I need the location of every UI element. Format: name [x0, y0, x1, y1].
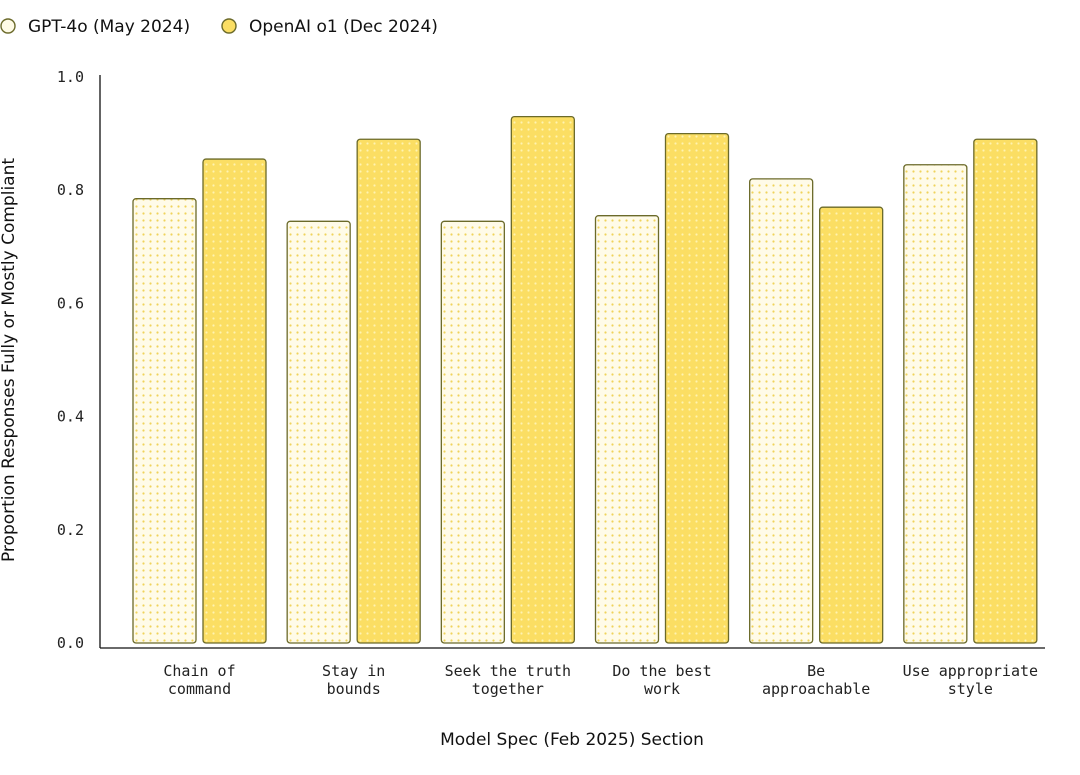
x-tick-label: Seek the truth together — [445, 662, 571, 698]
y-tick-label: 0.4 — [57, 408, 84, 426]
x-axis: Chain of command Stay in bounds Seek the tru… — [100, 647, 1045, 698]
bars — [132, 115, 1038, 644]
bar-gpt4o — [749, 178, 814, 644]
bar-gpt4o — [594, 215, 660, 644]
y-tick-label: 1.0 — [57, 68, 84, 86]
bar-gpt4o — [286, 220, 351, 644]
legend-swatch-0 — [0, 18, 16, 34]
bar-o1 — [356, 138, 421, 644]
bar-o1 — [664, 132, 730, 644]
x-tick-label: Be approachable — [762, 662, 870, 698]
legend-label-0: GPT-4o (May 2024) — [28, 17, 190, 37]
y-tick-label: 0.2 — [57, 521, 84, 539]
legend-swatch-1 — [221, 18, 237, 34]
x-tick-label: Do the best work — [612, 662, 711, 698]
y-axis: 0.0 0.2 0.4 0.6 0.8 1.0 — [57, 68, 101, 652]
y-tick-label: 0.0 — [57, 634, 84, 652]
x-tick-label: Chain of command — [163, 662, 235, 698]
y-tick-label: 0.8 — [57, 181, 84, 199]
legend-label-1: OpenAI o1 (Dec 2024) — [249, 17, 438, 37]
bar-gpt4o — [440, 220, 505, 644]
bar-o1 — [510, 115, 575, 644]
bar-gpt4o — [132, 198, 197, 644]
bar-o1 — [202, 158, 267, 644]
x-tick-label: Use appropriate style — [903, 662, 1038, 698]
bar-o1 — [819, 206, 884, 644]
axis-titles: Model Spec (Feb 2025) Section Proportion … — [0, 158, 704, 750]
legend: GPT-4o (May 2024) OpenAI o1 (Dec 2024) — [0, 17, 438, 37]
bar-gpt4o — [903, 164, 968, 644]
x-tick-label: Stay in bounds — [322, 662, 385, 698]
x-axis-title: Model Spec (Feb 2025) Section — [440, 730, 704, 750]
y-tick-label: 0.6 — [57, 294, 84, 312]
bar-o1 — [973, 138, 1038, 644]
y-axis-title: Proportion Responses Fully or Mostly Com… — [0, 158, 19, 562]
